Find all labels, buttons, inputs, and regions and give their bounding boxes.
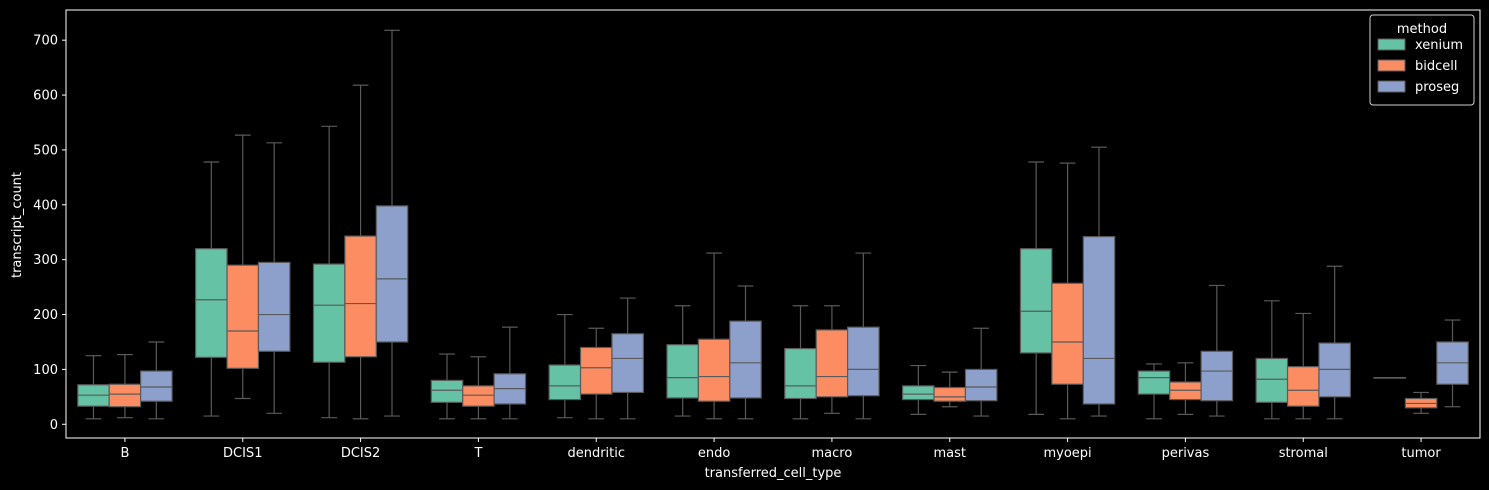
box-body [257, 261, 291, 352]
box-bidcell-macro [815, 305, 849, 414]
box-bidcell-dendritic [579, 327, 613, 420]
box-body [1200, 350, 1234, 402]
x-tick-label: DCIS1 [223, 446, 262, 461]
x-tick-label: mast [934, 446, 967, 461]
x-tick-label: DCIS2 [341, 446, 380, 461]
x-tick-label: macro [812, 446, 853, 461]
legend-label-xenium: xenium [1415, 38, 1463, 53]
box-body [902, 385, 935, 401]
box-xenium-DCIS1 [195, 161, 228, 417]
box-xenium-endo [666, 305, 699, 417]
box-body [697, 338, 731, 402]
y-axis: 0 100 200 300 400 500 600 700 [33, 34, 66, 433]
box-body [430, 379, 464, 403]
box-proseg-stromal [1318, 265, 1351, 420]
box-body [344, 235, 377, 358]
box-bidcell-DCIS1 [226, 134, 260, 400]
box-proseg-DCIS1 [257, 142, 291, 414]
box-body [964, 368, 998, 402]
box-xenium-macro [784, 305, 817, 420]
box-proseg-T [493, 326, 527, 420]
x-axis-label: transferred_cell_type [705, 466, 842, 481]
box-body [140, 370, 173, 402]
box-body [462, 385, 495, 407]
x-tick-label: stromal [1279, 446, 1328, 461]
box-body [847, 326, 880, 397]
box-bidcell-DCIS2 [344, 84, 377, 420]
box-body [226, 264, 260, 369]
box-bidcell-endo [697, 252, 731, 420]
box-body [1051, 282, 1084, 385]
y-tick-label: 500 [33, 143, 58, 158]
x-tick-label: T [473, 446, 482, 461]
box-body [1255, 357, 1289, 403]
box-body [579, 346, 613, 395]
box-body [1082, 236, 1116, 405]
box-proseg-mast [964, 327, 998, 417]
box-body [729, 320, 762, 399]
box-body [784, 347, 817, 400]
box-bidcell-B [108, 353, 142, 419]
legend-items: xenium bidcell proseg [1377, 38, 1463, 95]
legend-label-proseg: proseg [1415, 80, 1459, 95]
box-xenium-DCIS2 [312, 125, 346, 419]
box-proseg-B [140, 341, 173, 420]
box-proseg-DCIS2 [375, 29, 409, 417]
x-tick-label: perivas [1162, 446, 1210, 461]
legend-swatch-bidcell [1377, 59, 1406, 72]
box-xenium-myoepi [1019, 161, 1053, 416]
box-xenium-tumor [1373, 377, 1406, 379]
y-tick-label: 600 [33, 89, 58, 104]
box-xenium-T [430, 353, 464, 420]
box-body [933, 386, 967, 402]
y-tick-label: 100 [33, 363, 58, 378]
box-proseg-myoepi [1082, 146, 1116, 417]
x-tick-label: dendritic [567, 446, 625, 461]
legend-swatch-xenium [1377, 38, 1406, 51]
plot-frame [65, 9, 1481, 439]
box-body [1137, 370, 1171, 395]
y-tick-label: 700 [33, 34, 58, 49]
box-bidcell-T [462, 356, 495, 420]
box-proseg-dendritic [611, 297, 644, 420]
legend-swatch-proseg [1377, 80, 1406, 93]
box-body [548, 364, 582, 401]
y-tick-label: 200 [33, 308, 58, 323]
y-tick-label: 400 [33, 198, 58, 213]
legend: method xenium bidcell proseg [1369, 14, 1475, 106]
plot-area [65, 9, 1481, 439]
x-tick-label: endo [698, 446, 730, 461]
box-bidcell-tumor [1404, 391, 1438, 414]
box-bidcell-perivas [1169, 362, 1202, 416]
y-tick-label: 300 [33, 253, 58, 268]
y-tick-label: 0 [50, 418, 58, 433]
box-body [108, 383, 142, 408]
x-tick-label: B [120, 446, 129, 461]
box-proseg-endo [729, 285, 762, 420]
x-tick-label: myoepi [1043, 446, 1091, 461]
box-proseg-perivas [1200, 284, 1234, 417]
y-axis-label: transcript_count [10, 172, 25, 278]
box-body [1019, 248, 1053, 354]
box-proseg-tumor [1436, 319, 1469, 408]
x-tick-label: tumor [1401, 446, 1441, 461]
box-body [312, 263, 346, 363]
box-body [666, 344, 699, 399]
box-proseg-macro [847, 252, 880, 420]
legend-title: method [1397, 22, 1447, 37]
box-body [1286, 366, 1320, 407]
box-body [195, 248, 228, 358]
box-body [375, 205, 409, 343]
box-xenium-perivas [1137, 363, 1171, 420]
legend-label-bidcell: bidcell [1415, 59, 1458, 74]
box-xenium-dendritic [548, 313, 582, 419]
box-body [611, 333, 644, 394]
box-body [815, 329, 849, 398]
